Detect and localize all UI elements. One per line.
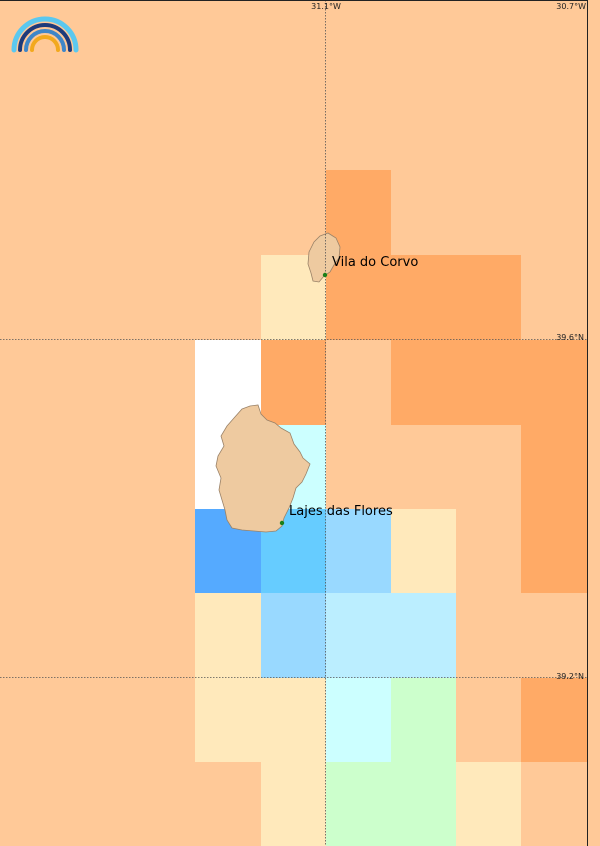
flores-marker[interactable] xyxy=(279,520,285,526)
grid-cell xyxy=(391,340,587,425)
grid-cells xyxy=(195,170,587,846)
grid-cell xyxy=(261,762,326,846)
rainbow-arc-logo xyxy=(11,16,79,53)
longitude-label: 31.1°W xyxy=(311,2,341,11)
longitude-label: 30.7°W xyxy=(556,2,586,11)
grid-cell xyxy=(261,593,326,678)
grid-cell xyxy=(521,425,587,593)
grid-cell xyxy=(326,255,521,340)
place-label-lajes-das-flores: Lajes das Flores xyxy=(289,504,393,519)
grid-cell xyxy=(391,678,456,762)
corvo-marker[interactable] xyxy=(322,272,328,278)
place-label-vila-do-corvo: Vila do Corvo xyxy=(332,255,419,270)
latitude-label: 39.6°N xyxy=(556,333,584,342)
grid-cell xyxy=(521,678,587,762)
grid-cell xyxy=(326,593,456,678)
grid-cell xyxy=(456,762,521,846)
latitude-label: 39.2°N xyxy=(556,672,584,681)
grid-cell xyxy=(326,762,456,846)
grid-cell xyxy=(391,509,456,593)
grid-cell xyxy=(326,678,391,762)
grid-cell xyxy=(195,678,326,762)
grid-cell xyxy=(261,340,326,425)
graticule xyxy=(0,0,587,846)
grid-cell xyxy=(195,593,261,678)
grid-cell xyxy=(326,509,391,593)
